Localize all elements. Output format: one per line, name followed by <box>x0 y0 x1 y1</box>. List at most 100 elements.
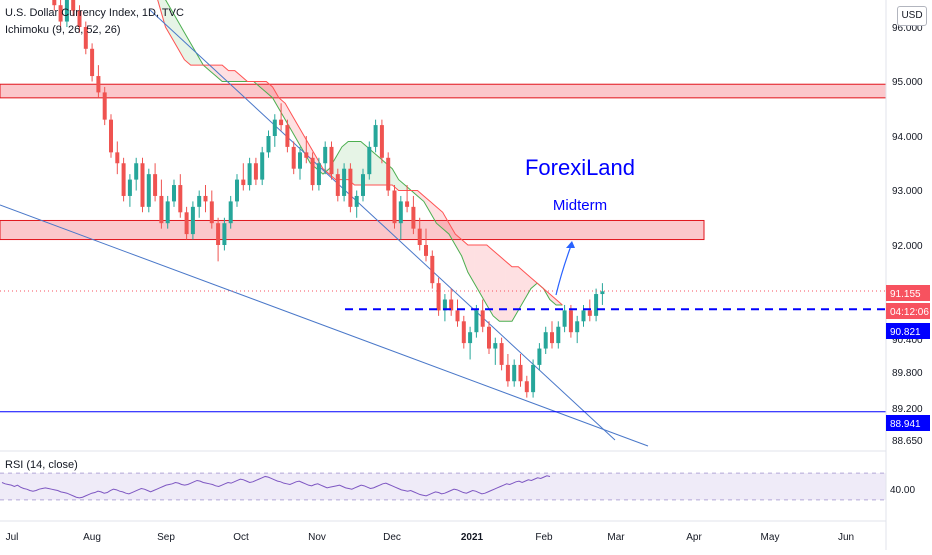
candle[interactable] <box>379 119 384 164</box>
candle[interactable] <box>184 206 189 240</box>
candle[interactable] <box>329 141 334 180</box>
candle[interactable] <box>134 157 139 191</box>
candle[interactable] <box>241 163 246 191</box>
candle[interactable] <box>361 168 365 202</box>
candle[interactable] <box>298 146 302 180</box>
candle[interactable] <box>587 299 592 322</box>
candle[interactable] <box>373 119 378 153</box>
candle[interactable] <box>335 168 340 202</box>
candle[interactable] <box>140 157 145 213</box>
x-tick-label: Nov <box>308 532 326 543</box>
candle[interactable] <box>556 321 561 349</box>
candle[interactable] <box>121 157 126 202</box>
candle[interactable] <box>109 114 113 158</box>
candle[interactable] <box>83 21 88 55</box>
candle[interactable] <box>367 141 372 180</box>
candle-body <box>323 146 328 164</box>
candle[interactable] <box>71 0 76 17</box>
candle[interactable] <box>424 228 428 262</box>
candle[interactable] <box>58 0 63 27</box>
candle[interactable] <box>266 130 271 158</box>
candle[interactable] <box>272 114 277 147</box>
candle[interactable] <box>524 375 529 398</box>
candle[interactable] <box>354 190 359 218</box>
candle[interactable] <box>594 288 599 322</box>
candle[interactable] <box>146 168 151 213</box>
candle[interactable] <box>512 359 517 387</box>
candle[interactable] <box>417 217 422 251</box>
candle[interactable] <box>96 65 101 98</box>
candle[interactable] <box>310 152 315 191</box>
candle[interactable] <box>260 146 265 186</box>
ichimoku-cloud-segment <box>449 223 456 245</box>
candle[interactable] <box>285 119 290 153</box>
candle[interactable] <box>493 337 498 365</box>
candle[interactable] <box>127 174 132 207</box>
candle[interactable] <box>203 185 208 213</box>
candle[interactable] <box>436 277 441 316</box>
candle[interactable] <box>316 157 321 191</box>
candle[interactable] <box>90 43 95 82</box>
candle[interactable] <box>77 5 82 33</box>
candle[interactable] <box>568 304 573 338</box>
candle[interactable] <box>600 283 605 305</box>
candle[interactable] <box>543 326 548 354</box>
ichimoku-cloud-segment <box>398 179 405 191</box>
candle[interactable] <box>235 174 239 207</box>
candle[interactable] <box>562 304 567 333</box>
candle[interactable] <box>348 163 353 213</box>
ichimoku-cloud-segment <box>297 125 305 153</box>
candle[interactable] <box>216 217 221 262</box>
candle[interactable] <box>480 299 485 333</box>
candle[interactable] <box>159 179 164 229</box>
candle[interactable] <box>222 217 227 251</box>
candle-body <box>505 364 510 382</box>
candle[interactable] <box>279 103 284 131</box>
candle[interactable] <box>499 337 504 371</box>
candle[interactable] <box>115 141 120 175</box>
candle[interactable] <box>153 163 158 202</box>
candle[interactable] <box>455 299 460 327</box>
candle[interactable] <box>430 250 435 289</box>
candle[interactable] <box>386 152 391 196</box>
candle[interactable] <box>537 343 542 371</box>
candle[interactable] <box>102 86 107 126</box>
candle[interactable] <box>253 157 258 186</box>
candle[interactable] <box>531 359 536 398</box>
candle[interactable] <box>449 288 454 316</box>
candle[interactable] <box>550 321 554 349</box>
ichimoku-cloud-segment <box>530 277 538 289</box>
candle[interactable] <box>178 174 183 218</box>
candle[interactable] <box>228 195 233 229</box>
candle[interactable] <box>165 195 170 229</box>
candle[interactable] <box>323 141 328 175</box>
candle[interactable] <box>487 321 491 354</box>
candle[interactable] <box>247 157 252 191</box>
currency-button[interactable]: USD <box>897 6 927 26</box>
indicator-label[interactable]: Ichimoku (9, 26, 52, 26) <box>5 24 121 36</box>
candle[interactable] <box>575 315 580 344</box>
candle[interactable] <box>411 195 416 235</box>
candle[interactable] <box>468 326 473 360</box>
candle[interactable] <box>197 190 202 218</box>
candle[interactable] <box>172 179 176 207</box>
candle[interactable] <box>505 354 510 387</box>
candle[interactable] <box>461 315 466 349</box>
candle[interactable] <box>64 0 69 27</box>
candle[interactable] <box>398 195 403 240</box>
candle-body <box>115 152 120 164</box>
candle[interactable] <box>190 201 195 240</box>
candle[interactable] <box>518 354 523 387</box>
candle[interactable] <box>209 190 214 229</box>
candle[interactable] <box>392 185 397 229</box>
candle[interactable] <box>304 136 309 164</box>
price-tag: 90.821 <box>886 323 930 339</box>
candle[interactable] <box>442 294 447 322</box>
candle[interactable] <box>342 163 347 202</box>
candle[interactable] <box>405 185 410 213</box>
candle[interactable] <box>291 141 296 175</box>
candle[interactable] <box>52 0 57 11</box>
candle[interactable] <box>474 304 479 338</box>
